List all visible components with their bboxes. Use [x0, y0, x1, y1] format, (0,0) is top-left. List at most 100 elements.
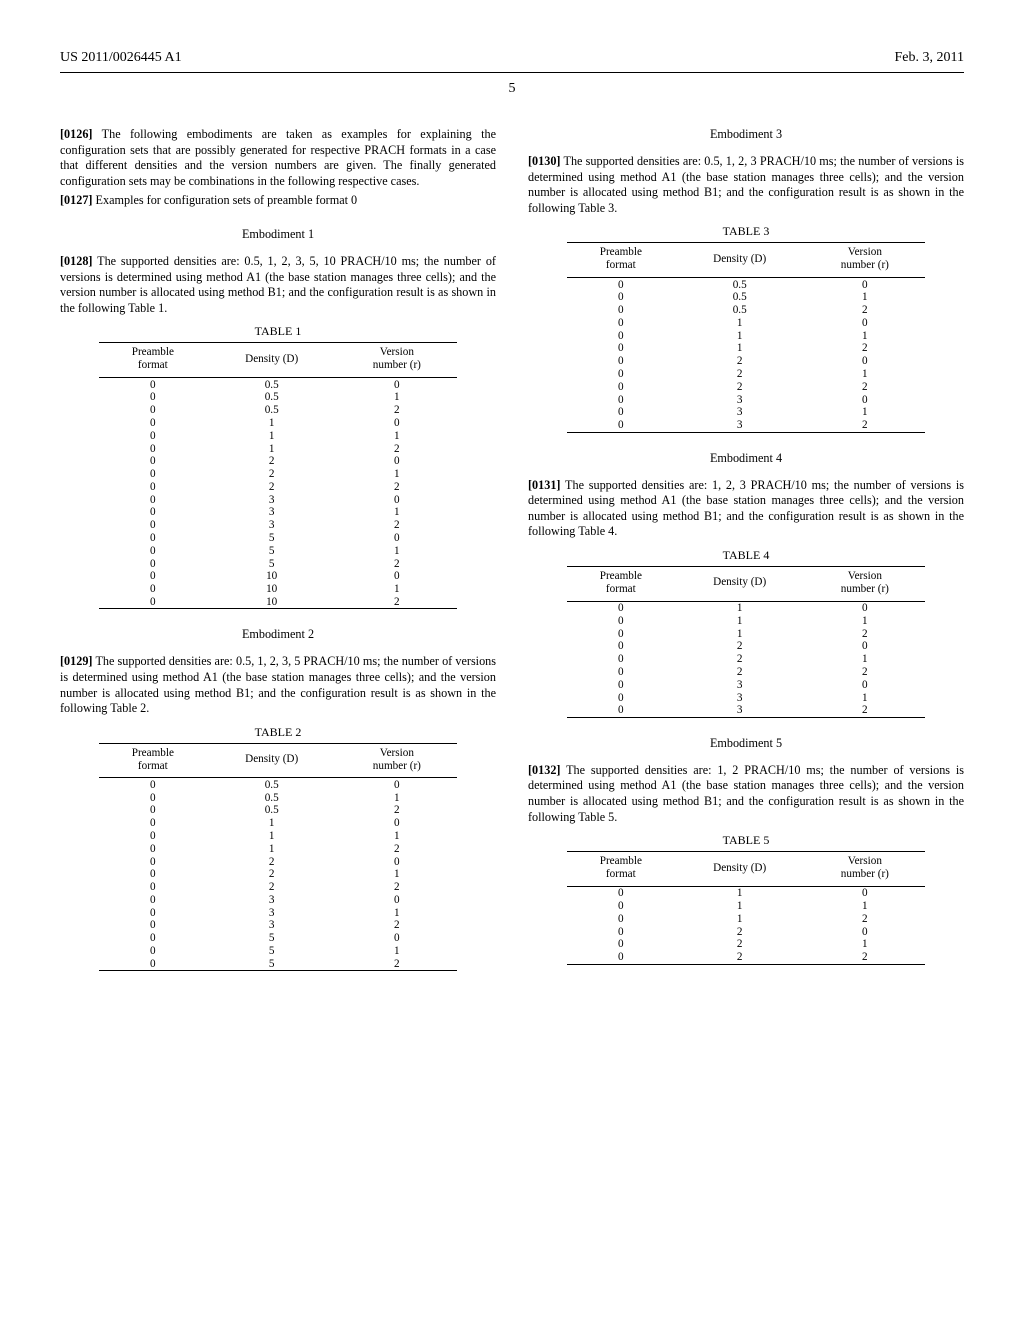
table-cell: 0 — [337, 570, 457, 583]
table-cell: 1 — [805, 653, 925, 666]
table-cell: 5 — [206, 532, 336, 545]
para-0130: [0130] The supported densities are: 0.5,… — [528, 154, 964, 216]
table-cell: 2 — [337, 557, 457, 570]
table-cell: 0 — [567, 913, 674, 926]
table-cell: 1 — [337, 391, 457, 404]
table-cell: 5 — [206, 557, 336, 570]
table-cell: 2 — [805, 913, 925, 926]
table-cell: 0 — [567, 329, 674, 342]
table-header: Density (D) — [206, 743, 336, 778]
table-3-title: TABLE 3 — [528, 224, 964, 239]
table-cell: 3 — [206, 906, 336, 919]
table-cell: 2 — [805, 627, 925, 640]
table-cell: 0 — [99, 442, 206, 455]
table-cell: 1 — [206, 442, 336, 455]
table-header: Preambleformat — [99, 743, 206, 778]
para-number: [0129] — [60, 654, 93, 668]
table-cell: 0 — [567, 653, 674, 666]
table-cell: 0 — [99, 919, 206, 932]
table-cell: 0 — [567, 601, 674, 614]
table-cell: 10 — [206, 596, 336, 609]
table-4: PreambleformatDensity (D)Versionnumber (… — [567, 566, 925, 718]
table-cell: 0 — [567, 900, 674, 913]
para-text: The supported densities are: 0.5, 1, 2, … — [528, 154, 964, 215]
para-text: The following embodiments are taken as e… — [60, 127, 496, 188]
table-cell: 1 — [337, 583, 457, 596]
table-cell: 0 — [337, 855, 457, 868]
table-header: Preambleformat — [567, 243, 674, 278]
table-cell: 0 — [99, 778, 206, 791]
table-cell: 0.5 — [674, 291, 804, 304]
table-cell: 0 — [337, 932, 457, 945]
table-cell: 1 — [674, 900, 804, 913]
table-cell: 2 — [805, 704, 925, 717]
table-cell: 1 — [674, 601, 804, 614]
table-cell: 0 — [99, 493, 206, 506]
table-cell: 3 — [674, 704, 804, 717]
columns: [0126] The following embodiments are tak… — [60, 123, 964, 977]
table-cell: 2 — [805, 419, 925, 432]
table-cell: 0.5 — [206, 791, 336, 804]
para-text: Examples for configuration sets of pream… — [96, 193, 358, 207]
table-cell: 2 — [337, 881, 457, 894]
table-cell: 0 — [337, 778, 457, 791]
page: US 2011/0026445 A1 Feb. 3, 2011 5 [0126]… — [0, 0, 1024, 1320]
table-cell: 2 — [674, 380, 804, 393]
table-cell: 1 — [337, 468, 457, 481]
table-cell: 2 — [337, 480, 457, 493]
table-cell: 1 — [805, 329, 925, 342]
table-cell: 0.5 — [206, 804, 336, 817]
table-cell: 0.5 — [206, 778, 336, 791]
table-cell: 1 — [337, 945, 457, 958]
table-cell: 2 — [805, 304, 925, 317]
table-cell: 2 — [337, 442, 457, 455]
table-cell: 0 — [567, 355, 674, 368]
right-column: Embodiment 3 [0130] The supported densit… — [528, 123, 964, 977]
table-cell: 2 — [206, 881, 336, 894]
para-text: The supported densities are: 1, 2, 3 PRA… — [528, 478, 964, 539]
table-cell: 0.5 — [674, 304, 804, 317]
header-rule — [60, 72, 964, 73]
para-number: [0132] — [528, 763, 561, 777]
embodiment-1-title: Embodiment 1 — [60, 227, 496, 242]
table-cell: 2 — [805, 951, 925, 964]
para-0131: [0131] The supported densities are: 1, 2… — [528, 478, 964, 540]
table-header: Density (D) — [674, 243, 804, 278]
table-cell: 0 — [99, 519, 206, 532]
table-cell: 0 — [99, 830, 206, 843]
para-0127: [0127] Examples for configuration sets o… — [60, 193, 496, 209]
header: US 2011/0026445 A1 Feb. 3, 2011 — [60, 50, 964, 66]
table-cell: 3 — [674, 419, 804, 432]
table-cell: 2 — [337, 519, 457, 532]
table-cell: 0 — [99, 583, 206, 596]
table-cell: 1 — [674, 317, 804, 330]
embodiment-5-title: Embodiment 5 — [528, 736, 964, 751]
table-cell: 0 — [805, 393, 925, 406]
table-cell: 5 — [206, 945, 336, 958]
table-cell: 2 — [206, 868, 336, 881]
embodiment-3-title: Embodiment 3 — [528, 127, 964, 142]
table-header: Versionnumber (r) — [805, 567, 925, 602]
table-header: Density (D) — [674, 852, 804, 887]
table-cell: 0 — [337, 378, 457, 391]
table-cell: 1 — [337, 544, 457, 557]
publication-date: Feb. 3, 2011 — [895, 50, 964, 66]
para-0129: [0129] The supported densities are: 0.5,… — [60, 654, 496, 716]
embodiment-4-title: Embodiment 4 — [528, 451, 964, 466]
page-number: 5 — [60, 81, 964, 97]
table-cell: 0 — [99, 532, 206, 545]
table-cell: 2 — [805, 666, 925, 679]
table-cell: 2 — [337, 957, 457, 970]
table-cell: 2 — [337, 596, 457, 609]
table-cell: 2 — [674, 938, 804, 951]
table-cell: 0 — [99, 480, 206, 493]
table-header: Versionnumber (r) — [805, 852, 925, 887]
table-cell: 0 — [567, 393, 674, 406]
table-cell: 0 — [99, 391, 206, 404]
table-cell: 2 — [674, 666, 804, 679]
table-cell: 3 — [206, 506, 336, 519]
table-header: Versionnumber (r) — [805, 243, 925, 278]
table-cell: 0 — [99, 817, 206, 830]
table-cell: 0 — [567, 704, 674, 717]
table-cell: 1 — [337, 906, 457, 919]
